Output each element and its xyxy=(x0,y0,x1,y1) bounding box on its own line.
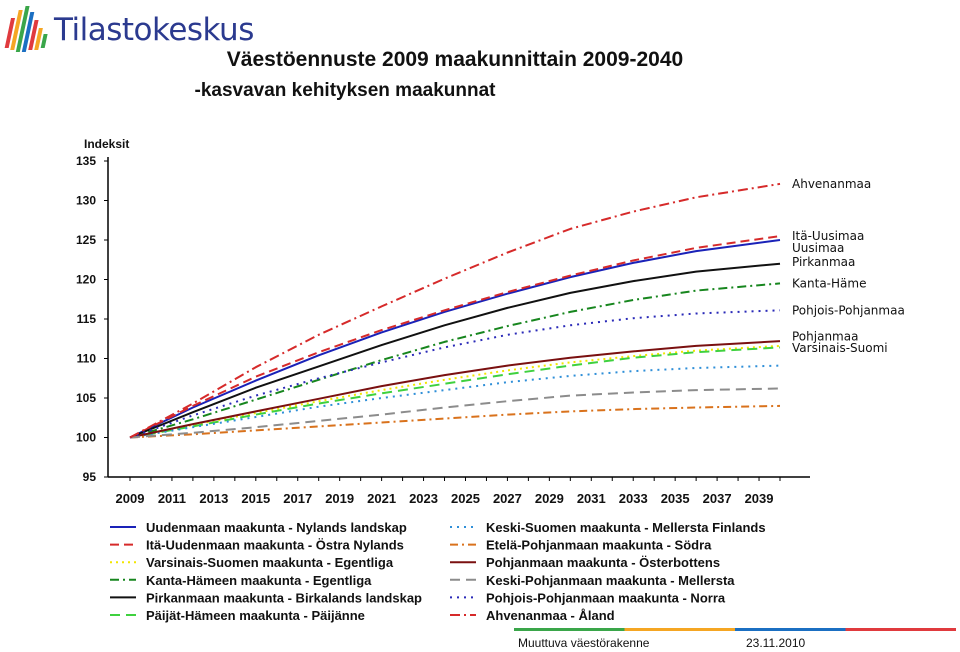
page-subtitle: -kasvavan kehityksen maakunnat xyxy=(194,80,496,101)
x-tick-label: 2023 xyxy=(409,491,438,506)
x-tick-label: 2039 xyxy=(745,491,774,506)
end-label: Kanta-Häme xyxy=(792,276,866,290)
legend-label-1: Itä-Uudenmaan maakunta - Östra Nylands xyxy=(146,538,404,553)
y-tick-label: 125 xyxy=(76,233,96,247)
end-label: Pirkanmaa xyxy=(792,255,855,269)
y-tick-label: 120 xyxy=(76,273,96,287)
legend-label-4: Pirkanmaan maakunta - Birkalands landska… xyxy=(146,590,422,605)
legend-label-10: Pohjois-Pohjanmaan maakunta - Norra xyxy=(486,590,726,605)
logo-stripe xyxy=(10,10,23,50)
end-label: Pohjanmaa xyxy=(792,329,858,343)
tilastokeskus-logo: Tilastokeskus xyxy=(4,4,254,56)
x-tick-label: 2015 xyxy=(241,491,270,506)
legend-label-11: Ahvenanmaa - Åland xyxy=(486,608,615,623)
logo-stripe xyxy=(15,6,30,52)
y-tick-label: 135 xyxy=(76,154,96,168)
series-line-11 xyxy=(129,182,781,439)
logo-stripe xyxy=(34,28,43,50)
x-tick-label: 2029 xyxy=(535,491,564,506)
x-tick-label: 2025 xyxy=(451,491,480,506)
series-line-4 xyxy=(129,262,781,439)
legend-label-7: Etelä-Pohjanmaan maakunta - Södra xyxy=(486,538,712,553)
x-tick-label: 2035 xyxy=(661,491,690,506)
legend-label-5: Päijät-Hämeen maakunta - Päijänne xyxy=(146,608,365,623)
end-label: Itä-Uusimaa xyxy=(792,229,864,243)
end-label: Ahvenanmaa xyxy=(792,177,871,191)
y-tick-label: 110 xyxy=(77,352,97,366)
footer-date: 23.11.2010 xyxy=(746,636,806,650)
y-axis-label: Indeksit xyxy=(84,137,129,151)
legend-label-8: Pohjanmaan maakunta - Österbottens xyxy=(486,555,720,570)
x-tick-label: 2017 xyxy=(283,491,312,506)
x-tick-label: 2019 xyxy=(325,491,354,506)
page-title: Väestöennuste 2009 maakunnittain 2009-20… xyxy=(226,48,684,71)
series-line-0 xyxy=(129,239,781,439)
logo-stripe xyxy=(21,12,35,52)
x-tick-label: 2021 xyxy=(367,491,396,506)
series-line-3 xyxy=(129,282,781,439)
logo-stripe xyxy=(4,18,16,48)
series-line-7 xyxy=(129,404,781,439)
logo-text: Tilastokeskus xyxy=(54,12,254,48)
logo-stripe xyxy=(40,34,48,48)
legend-label-3: Kanta-Hämeen maakunta - Egentliga xyxy=(146,573,372,588)
legend-label-2: Varsinais-Suomen maakunta - Egentliga xyxy=(146,555,394,570)
y-tick-label: 105 xyxy=(76,391,96,405)
x-tick-label: 2033 xyxy=(619,491,648,506)
logo-mark-icon xyxy=(4,6,48,52)
y-tick-label: 115 xyxy=(77,312,97,326)
end-label: Varsinais-Suomi xyxy=(792,341,888,355)
y-tick-label: 95 xyxy=(83,470,97,484)
series-line-9 xyxy=(129,387,781,439)
legend-label-0: Uudenmaan maakunta - Nylands landskap xyxy=(146,520,407,535)
x-tick-label: 2011 xyxy=(158,491,186,506)
x-tick-label: 2013 xyxy=(199,491,228,506)
footer-left-text: Muuttuva väestörakenne xyxy=(518,636,650,650)
x-tick-label: 2037 xyxy=(703,491,732,506)
end-label: Pohjois-Pohjanmaa xyxy=(792,303,905,317)
y-tick-label: 130 xyxy=(76,194,96,208)
legend-label-9: Keski-Pohjanmaan maakunta - Mellersta xyxy=(486,573,735,588)
series-line-5 xyxy=(129,346,781,439)
series-line-8 xyxy=(129,340,781,439)
series-line-10 xyxy=(129,309,781,439)
logo-stripe xyxy=(28,20,39,50)
legend-label-6: Keski-Suomen maakunta - Mellersta Finlan… xyxy=(486,520,766,535)
series-line-2 xyxy=(129,344,781,439)
x-tick-label: 2027 xyxy=(493,491,522,506)
end-label: Uusimaa xyxy=(792,241,844,255)
y-tick-label: 100 xyxy=(76,431,96,445)
series-line-1 xyxy=(129,235,781,439)
series-line-6 xyxy=(129,364,781,439)
x-tick-label: 2009 xyxy=(116,491,145,506)
x-tick-label: 2031 xyxy=(577,491,606,506)
